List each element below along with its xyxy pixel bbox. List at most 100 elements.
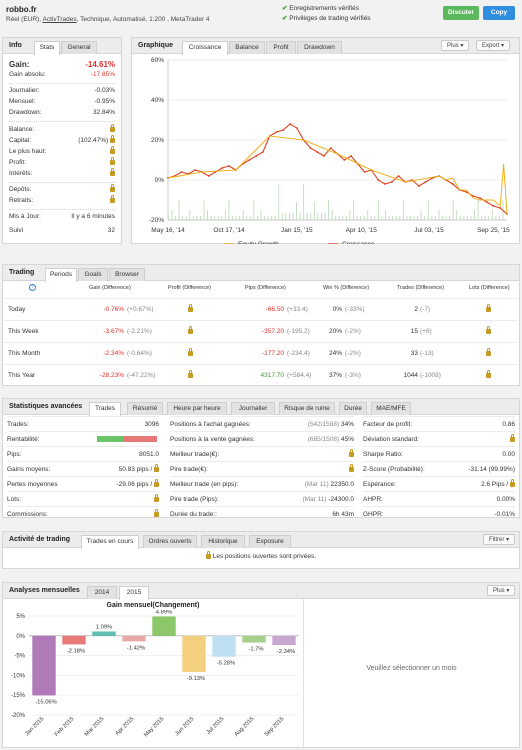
stat-label: Meilleur trade (en pips): xyxy=(170,481,239,488)
tab-year-2015[interactable]: 2015 xyxy=(119,586,149,600)
stat-label[interactable]: Facteur de profit: xyxy=(363,421,413,428)
account-type: Réel (EUR), xyxy=(6,16,42,23)
stat-row: Durée du trade:: 6h 43m xyxy=(170,506,354,521)
tab-balance[interactable]: Balance xyxy=(229,41,265,54)
monthly-title: Analyses mensuelles xyxy=(9,587,80,594)
stat-row: Z-Score (Probabilité): -31.14 (99.99%) xyxy=(363,461,515,476)
month-bar[interactable] xyxy=(272,635,296,646)
stat-row: Rentabilité: xyxy=(7,431,159,446)
tab-open-trades[interactable]: Trades en cours xyxy=(81,535,139,549)
x-tick-label: May 2015 xyxy=(143,716,165,738)
tab-trades[interactable]: Trades xyxy=(89,402,121,416)
stat-row: GHPR: -0.01% xyxy=(363,506,515,521)
stat-row: Déviation standard: xyxy=(363,431,515,446)
stat-label[interactable]: Espérance: xyxy=(363,481,396,488)
stat-value-text: 0.86 xyxy=(502,421,515,428)
stat-label[interactable]: AHPR: xyxy=(363,496,383,503)
graph-header: Graphique Croissance Balance Profit Draw… xyxy=(132,38,519,55)
x-tick-label: Aug 2015 xyxy=(234,716,256,738)
stat-label[interactable]: Z-Score (Probabilité): xyxy=(363,466,425,473)
tab-summary[interactable]: Résumé xyxy=(127,402,163,415)
col-gain-header[interactable]: Gain (Difference) xyxy=(89,285,131,291)
discuss-button[interactable]: Discuter xyxy=(443,6,479,20)
tab-drawdown[interactable]: Drawdown xyxy=(297,41,342,54)
tab-periods[interactable]: Periods xyxy=(45,268,77,282)
drawdown-row: Drawdown: 32.84% xyxy=(9,108,115,118)
tab-mae-mfe[interactable]: MAE/MFE xyxy=(371,402,411,415)
filter-button[interactable]: Filtrer ▾ xyxy=(483,534,516,545)
volume-bar xyxy=(413,216,415,220)
month-bar[interactable] xyxy=(242,635,266,643)
profit-lock xyxy=(188,326,193,337)
lock-icon xyxy=(205,551,211,559)
tab-duration[interactable]: Durée xyxy=(339,402,367,415)
lots-lock xyxy=(486,348,491,359)
col-pips-header[interactable]: Pips (Difference) xyxy=(245,285,286,291)
more-button[interactable]: Plus ▾ xyxy=(441,40,470,51)
export-button[interactable]: Export ▾ xyxy=(476,40,511,51)
tab-year-2014[interactable]: 2014 xyxy=(87,586,117,599)
tab-exposure[interactable]: Exposure xyxy=(249,535,291,548)
broker-link[interactable]: ActivTrades xyxy=(42,16,77,23)
monthly-value: -0.95% xyxy=(94,98,115,105)
volume-bar xyxy=(306,212,308,220)
lock-icon xyxy=(349,449,354,457)
lock-icon xyxy=(110,157,115,165)
tab-history[interactable]: Historique xyxy=(201,535,245,548)
x-tick-label: Jan 2015 xyxy=(24,716,45,737)
tab-stats[interactable]: Stats xyxy=(34,41,60,55)
period-label: Today xyxy=(8,306,26,313)
chevron-down-icon: ▾ xyxy=(506,537,510,543)
col-win-header[interactable]: Win % (Difference) xyxy=(323,285,370,291)
gain-value: -28.23% xyxy=(99,372,124,379)
tab-daily[interactable]: Journalier xyxy=(231,402,275,415)
stat-label[interactable]: Sharpe Ratio: xyxy=(363,451,403,458)
month-bar[interactable] xyxy=(92,631,116,636)
tab-profit[interactable]: Profit xyxy=(266,41,296,54)
check-icon: ✔ xyxy=(282,5,288,12)
month-bar[interactable] xyxy=(182,635,206,672)
stat-label: Meilleur trade(€): xyxy=(170,451,220,458)
stat-label: Commissions: xyxy=(7,511,48,518)
tab-open-orders[interactable]: Ordres ouverts xyxy=(143,535,197,548)
growth-point xyxy=(316,151,319,153)
col-trades-header[interactable]: Trades (Difference) xyxy=(397,285,445,291)
col-profit-header[interactable]: Profit (Difference) xyxy=(168,285,211,291)
stat-row: AHPR: 0.00% xyxy=(363,491,515,506)
month-bar[interactable] xyxy=(32,635,56,696)
growth-point xyxy=(289,123,291,125)
tab-growth[interactable]: Croissance xyxy=(182,41,228,55)
tab-risk-of-ruin[interactable]: Risque de ruine xyxy=(279,402,335,415)
bar-value-label: -2.34% xyxy=(277,649,295,655)
tab-hourly[interactable]: Heure par heure xyxy=(167,402,227,415)
volume-bar xyxy=(385,210,386,220)
help-icon[interactable]: ? xyxy=(29,284,36,291)
volume-bar xyxy=(246,216,248,220)
volume-bar xyxy=(324,212,326,220)
growth-point xyxy=(275,131,278,133)
volume-bar xyxy=(171,210,173,220)
tab-general[interactable]: General xyxy=(61,41,97,54)
month-bar[interactable] xyxy=(62,635,86,645)
copy-button[interactable]: Copy xyxy=(483,6,515,20)
drawdown-label: Drawdown: xyxy=(9,109,42,116)
col-lots-header[interactable]: Lots (Difference) xyxy=(469,285,510,291)
followers-label: Suivi xyxy=(9,227,24,234)
month-bar[interactable] xyxy=(152,616,176,636)
volume-bar xyxy=(192,216,194,220)
volume-bar xyxy=(260,210,262,220)
volume-bar xyxy=(335,216,337,220)
volume-bar xyxy=(278,184,280,220)
tab-browser[interactable]: Browser xyxy=(109,268,145,281)
monthly-more-button[interactable]: Plus ▾ xyxy=(487,585,516,596)
withdrawals-label: Retraits: xyxy=(9,197,34,204)
stat-label[interactable]: GHPR: xyxy=(363,511,384,518)
volume-bar xyxy=(349,210,351,220)
stat-label[interactable]: Déviation standard: xyxy=(363,436,420,443)
stat-label: Rentabilité: xyxy=(7,436,40,443)
month-bar[interactable] xyxy=(122,635,146,642)
month-bar[interactable] xyxy=(212,635,236,657)
stat-label: Pire trade(€): xyxy=(170,466,208,473)
tab-goals[interactable]: Goals xyxy=(78,268,108,281)
verified-records: ✔ Enregistrements vérifiés xyxy=(282,4,359,12)
